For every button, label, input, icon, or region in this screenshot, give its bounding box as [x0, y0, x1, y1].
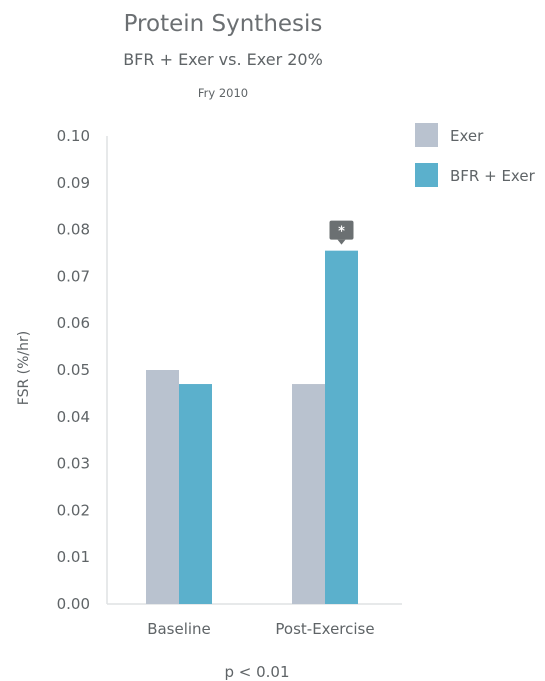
- bar-exer-post-exercise: [292, 384, 325, 604]
- y-tick-label: 0.02: [57, 501, 90, 519]
- bar-bfr-exer-baseline: [179, 384, 212, 604]
- y-tick-label: 0.07: [57, 267, 90, 285]
- significance-badge: [329, 220, 354, 240]
- y-tick-label: 0.03: [57, 455, 90, 473]
- bars: [146, 250, 358, 604]
- y-tick-label: 0.01: [57, 548, 90, 566]
- y-tick-label: 0.10: [57, 127, 90, 145]
- significance-asterisk: *: [338, 225, 345, 240]
- y-tick-label: 0.04: [57, 408, 90, 426]
- x-category-label: Baseline: [147, 620, 211, 638]
- chart-source: Fry 2010: [198, 86, 248, 100]
- y-tick-label: 0.00: [57, 595, 90, 613]
- y-tick-label: 0.09: [57, 174, 90, 192]
- legend-swatch: [415, 163, 438, 187]
- p-value-note: p < 0.01: [224, 663, 289, 681]
- y-tick-label: 0.06: [57, 314, 90, 332]
- legend-label: Exer: [450, 127, 484, 145]
- x-category-label: Post-Exercise: [275, 620, 374, 638]
- y-axis-label: FSR (%/hr): [16, 331, 32, 405]
- y-tick-label: 0.05: [57, 361, 90, 379]
- legend-swatch: [415, 123, 438, 147]
- y-axis-ticks: 0.00 0.01 0.02 0.03 0.04 0.05 0.06 0.07 0.08 0.09…: [57, 127, 90, 613]
- chart-title: Protein Synthesis: [124, 11, 323, 37]
- y-tick-label: 0.08: [57, 221, 90, 239]
- significance-badge-pointer: [337, 239, 346, 245]
- chart-subtitle: BFR + Exer vs. Exer 20%: [123, 50, 323, 69]
- x-axis-categories: Baseline Post-Exercise: [147, 620, 374, 638]
- legend-label: BFR + Exer: [450, 167, 536, 185]
- bar-exer-baseline: [146, 370, 179, 604]
- bar-bfr-exer-post-exercise: [325, 250, 358, 604]
- significance-marker: *: [329, 220, 354, 245]
- legend: Exer BFR + Exer: [415, 123, 536, 187]
